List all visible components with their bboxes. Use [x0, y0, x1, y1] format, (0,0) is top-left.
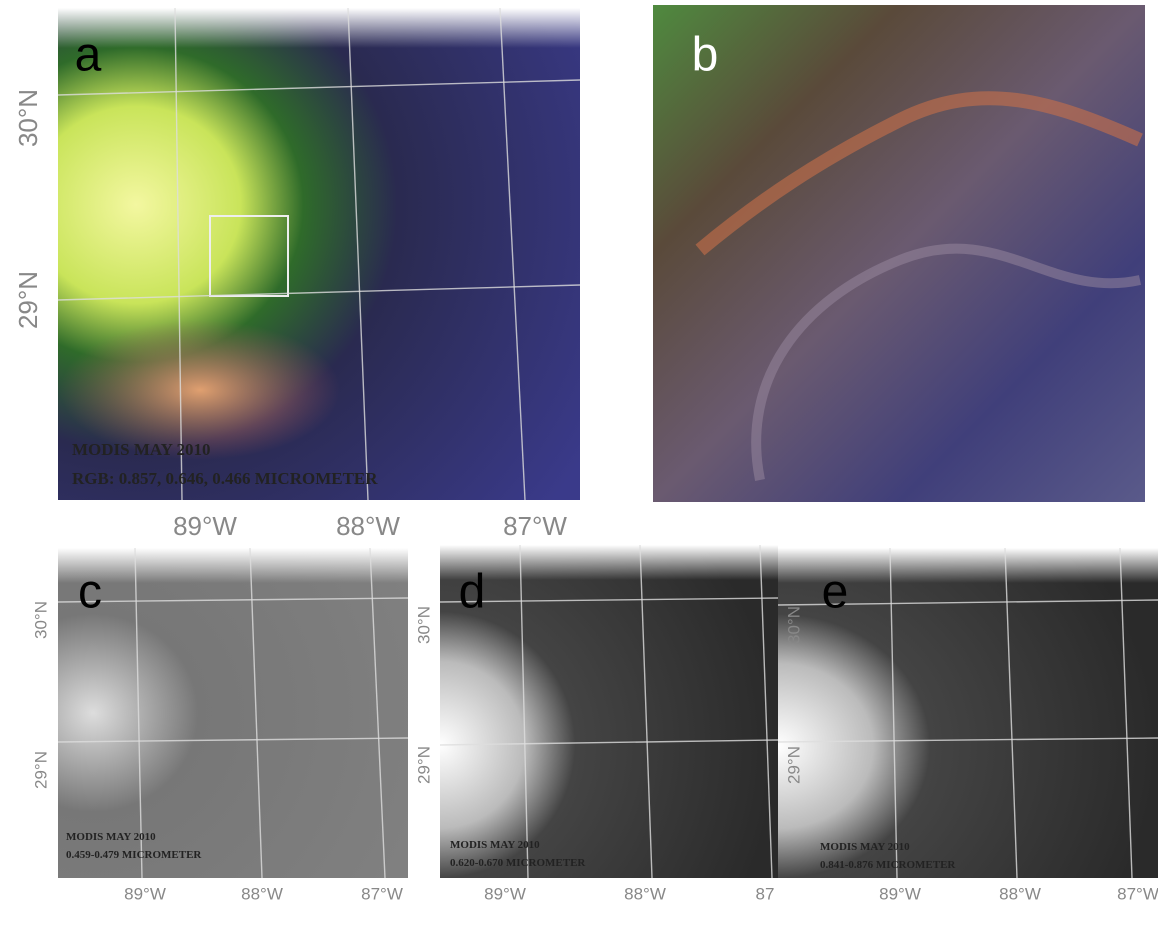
- longitude-label: 89°W: [173, 511, 237, 541]
- latitude-label: 29°N: [13, 271, 43, 329]
- panel: b: [653, 5, 1145, 502]
- image-caption: 0.459-0.479 MICROMETER: [66, 849, 202, 861]
- image-caption: 0.620-0.670 MICROMETER: [450, 857, 586, 869]
- panel-label: c: [78, 566, 102, 619]
- panel-label: d: [459, 566, 486, 619]
- image-caption: MODIS MAY 2010: [450, 839, 540, 851]
- land-coast: [440, 545, 778, 580]
- longitude-label: 87°W: [361, 884, 403, 903]
- latitude-label: 30°N: [414, 606, 433, 644]
- longitude-label: 88°W: [624, 884, 666, 903]
- latitude-label: 29°N: [784, 746, 803, 784]
- longitude-label: 88°W: [999, 884, 1041, 903]
- image-caption: MODIS MAY 2010: [820, 841, 910, 853]
- longitude-label: 88°W: [241, 884, 283, 903]
- latitude-label: 30°N: [31, 601, 50, 639]
- longitude-label: 87°W: [503, 511, 567, 541]
- latitude-label: 30°N: [13, 89, 43, 147]
- panel-label: e: [822, 566, 849, 619]
- figure: a 30°N 29°N 89°W 88°W 87°W MODIS MAY 2010 RGB: …: [0, 0, 1158, 932]
- image-caption: MODIS MAY 2010: [72, 440, 211, 459]
- panel: c 30°N 29°N 89°W 88°W 87°W MODIS MAY 2010 0.459…: [31, 548, 408, 903]
- panel: a 30°N 29°N 89°W 88°W 87°W MODIS MAY 2010 RGB: …: [13, 8, 580, 541]
- longitude-label: 89°W: [879, 884, 921, 903]
- satellite-image: [440, 545, 778, 878]
- panel: d 30°N 29°N 89°W 88°W 87 MODIS MAY 2010 0.620-0…: [414, 545, 778, 903]
- land-coast: [58, 548, 408, 583]
- satellite-image: [653, 5, 1145, 502]
- longitude-label: 89°W: [484, 884, 526, 903]
- panel-label: a: [75, 29, 102, 82]
- longitude-label: 89°W: [124, 884, 166, 903]
- panel-label: b: [692, 29, 719, 82]
- image-caption: 0.841-0.876 MICROMETER: [820, 859, 956, 871]
- longitude-label: 87°W: [1117, 884, 1158, 903]
- image-caption: RGB: 0.857, 0.646, 0.466 MICROMETER: [72, 469, 378, 488]
- longitude-label: 87: [756, 884, 775, 903]
- latitude-label: 29°N: [31, 751, 50, 789]
- image-caption: MODIS MAY 2010: [66, 831, 156, 843]
- longitude-label: 88°W: [336, 511, 400, 541]
- latitude-label: 30°N: [784, 606, 803, 644]
- panel: e 30°N 29°N 89°W 88°W 87°W MODIS MAY 2010 0.841…: [778, 548, 1158, 903]
- latitude-label: 29°N: [414, 746, 433, 784]
- satellite-image: [58, 548, 408, 878]
- sediment-plume: [60, 320, 340, 460]
